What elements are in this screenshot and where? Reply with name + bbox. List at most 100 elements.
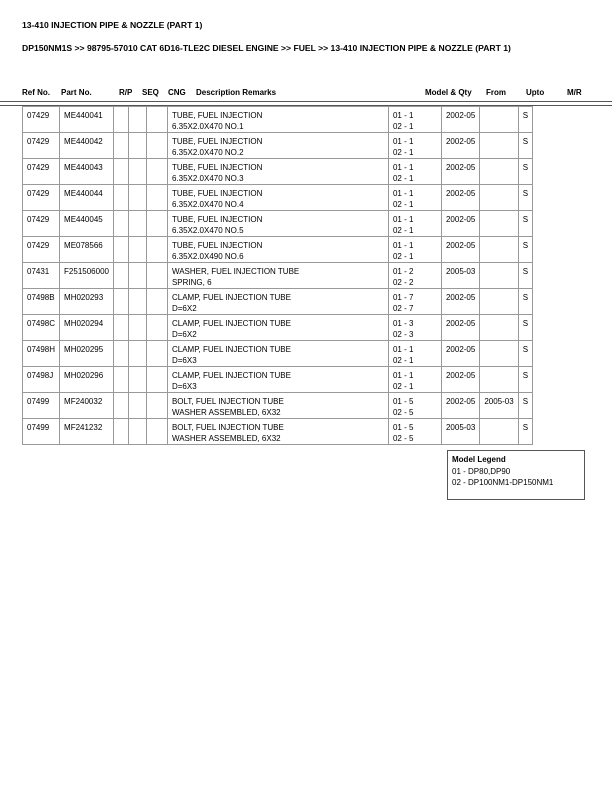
model-qty-text: 02 - 1 <box>392 252 414 261</box>
cell-upto <box>479 418 519 445</box>
legend-title: Model Legend <box>452 455 506 464</box>
cell-upto <box>479 366 519 393</box>
from-text: 2002-05 <box>445 137 476 146</box>
cell-rp <box>112 184 129 211</box>
mr-text: S <box>522 163 529 172</box>
cell-rp <box>112 236 129 263</box>
cell-from: 2005-03 <box>440 418 481 445</box>
description-text: 6.35X2.0X470 NO.4 <box>171 200 244 209</box>
col-seq: SEQ <box>142 88 159 97</box>
from-text: 2002-05 <box>445 293 476 302</box>
description-text: CLAMP, FUEL INJECTION TUBE <box>171 371 291 380</box>
cell-seq <box>127 262 147 289</box>
cell-seq <box>127 314 147 341</box>
cell-part-no: ME440042 <box>59 132 114 159</box>
cell-mr: S <box>517 184 534 211</box>
part-no-text: ME440043 <box>64 163 103 172</box>
model-qty-text: 01 - 1 <box>392 215 414 224</box>
table-row: 07499 MF240032 BOLT, FUEL INJECTION TUBE WA… <box>21 392 534 419</box>
description-text: SPRING, 6 <box>171 278 212 287</box>
mr-text: S <box>522 137 529 146</box>
col-desc: Description Remarks <box>196 88 277 97</box>
model-qty-text: 01 - 1 <box>392 111 414 120</box>
cell-ref-no: 07429 <box>21 184 61 211</box>
cell-from: 2002-05 <box>440 210 481 237</box>
part-no-text: ME440041 <box>64 111 103 120</box>
cell-ref-no: 07498J <box>21 366 61 393</box>
description-text: CLAMP, FUEL INJECTION TUBE <box>171 293 291 302</box>
cell-seq <box>127 158 147 185</box>
model-qty-text: 01 - 2 <box>392 267 414 276</box>
cell-cng <box>145 236 168 263</box>
from-text: 2002-05 <box>445 241 476 250</box>
col-model: Model & Qty <box>425 88 472 97</box>
ref-no-text: 07498B <box>27 293 55 302</box>
cell-model-qty: 01 - 1 02 - 1 <box>387 366 442 393</box>
description-text: D=6X2 <box>171 304 197 313</box>
description-text: WASHER ASSEMBLED, 6X32 <box>171 408 281 417</box>
cell-rp <box>112 392 129 419</box>
part-no-text: MH020293 <box>64 293 104 302</box>
cell-part-no: ME078566 <box>59 236 114 263</box>
cell-model-qty: 01 - 5 02 - 5 <box>387 418 442 445</box>
cell-mr: S <box>517 132 534 159</box>
model-qty-text: 02 - 7 <box>392 304 414 313</box>
cell-from: 2002-05 <box>440 132 481 159</box>
cell-model-qty: 01 - 3 02 - 3 <box>387 314 442 341</box>
description-text: TUBE, FUEL INJECTION <box>171 189 263 198</box>
mr-text: S <box>522 397 529 406</box>
mr-text: S <box>522 241 529 250</box>
cell-cng <box>145 184 168 211</box>
model-qty-text: 02 - 2 <box>392 278 414 287</box>
cell-from: 2002-05 <box>440 236 481 263</box>
mr-text: S <box>522 215 529 224</box>
model-qty-text: 02 - 1 <box>392 122 414 131</box>
cell-model-qty: 01 - 1 02 - 1 <box>387 184 442 211</box>
model-qty-text: 01 - 7 <box>392 293 414 302</box>
cell-from: 2005-03 <box>440 262 481 289</box>
cell-mr: S <box>517 288 534 315</box>
cell-upto <box>479 106 519 133</box>
mr-text: S <box>522 293 529 302</box>
description-text: TUBE, FUEL INJECTION <box>171 241 263 250</box>
cell-rp <box>112 132 129 159</box>
table-row: 07431 F251506000 WASHER, FUEL INJECTION TU… <box>21 262 534 289</box>
cell-part-no: ME440044 <box>59 184 114 211</box>
col-ref: Ref No. <box>22 88 50 97</box>
cell-seq <box>127 418 147 445</box>
cell-model-qty: 01 - 1 02 - 1 <box>387 236 442 263</box>
cell-from: 2002-05 <box>440 288 481 315</box>
cell-upto <box>479 210 519 237</box>
cell-model-qty: 01 - 7 02 - 7 <box>387 288 442 315</box>
mr-text: S <box>522 345 529 354</box>
cell-from: 2002-05 <box>440 106 481 133</box>
table-row: 07429 ME440042 TUBE, FUEL INJECTION 6.35X2.… <box>21 132 534 159</box>
cell-mr: S <box>517 392 534 419</box>
cell-model-qty: 01 - 1 02 - 1 <box>387 158 442 185</box>
model-qty-text: 01 - 1 <box>392 189 414 198</box>
mr-text: S <box>522 189 529 198</box>
cell-rp <box>112 106 129 133</box>
cell-ref-no: 07499 <box>21 418 61 445</box>
col-from: From <box>486 88 506 97</box>
cell-upto <box>479 288 519 315</box>
part-no-text: F251506000 <box>64 267 109 276</box>
cell-ref-no: 07429 <box>21 106 61 133</box>
description-text: TUBE, FUEL INJECTION <box>171 163 263 172</box>
cell-seq <box>127 366 147 393</box>
ref-no-text: 07431 <box>27 267 50 276</box>
cell-model-qty: 01 - 1 02 - 1 <box>387 340 442 367</box>
cell-mr: S <box>517 236 534 263</box>
cell-seq <box>127 210 147 237</box>
ref-no-text: 07498C <box>27 319 56 328</box>
part-no-text: ME078566 <box>64 241 103 250</box>
table-row: 07499 MF241232 BOLT, FUEL INJECTION TUBE WA… <box>21 418 534 445</box>
cell-upto <box>479 262 519 289</box>
cell-from: 2002-05 <box>440 184 481 211</box>
cell-cng <box>145 262 168 289</box>
cell-description: CLAMP, FUEL INJECTION TUBE D=6X3 <box>166 340 389 367</box>
col-cng: CNG <box>168 88 186 97</box>
cell-upto <box>479 184 519 211</box>
part-no-text: MH020295 <box>64 345 104 354</box>
